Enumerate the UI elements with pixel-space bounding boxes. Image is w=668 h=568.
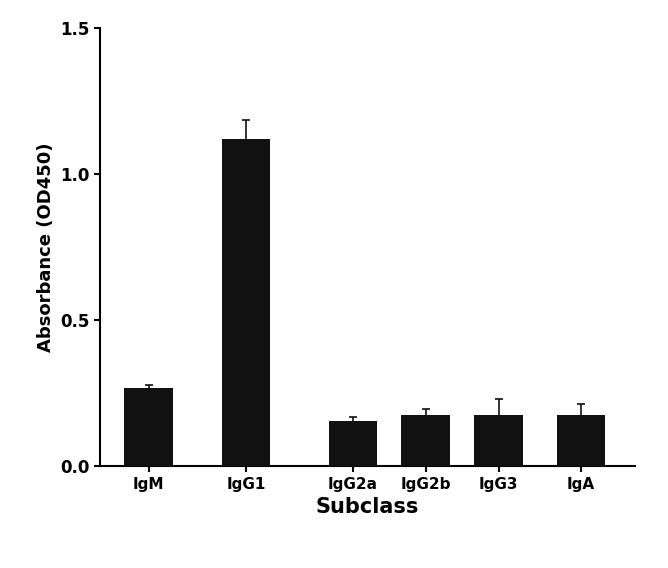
Y-axis label: Absorbance (OD450): Absorbance (OD450) xyxy=(37,143,55,352)
X-axis label: Subclass: Subclass xyxy=(316,498,419,517)
Bar xyxy=(557,415,605,466)
Bar xyxy=(222,139,271,466)
Bar xyxy=(124,389,173,466)
Bar xyxy=(329,420,377,466)
Bar xyxy=(474,415,523,466)
Bar xyxy=(401,415,450,466)
